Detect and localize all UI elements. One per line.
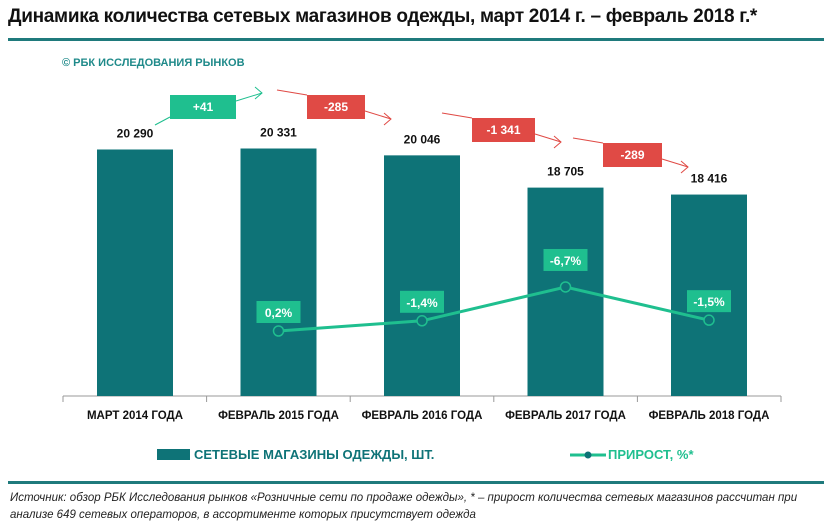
change-label: -289: [620, 148, 644, 162]
change-arrow-line: [661, 158, 689, 168]
change-arrow-head: [254, 86, 263, 100]
x-tick-label: ФЕВРАЛЬ 2018 ГОДА: [649, 410, 770, 422]
change-label: +41: [193, 100, 214, 114]
legend-bar-swatch: [157, 449, 190, 460]
x-tick-label: МАРТ 2014 ГОДА: [87, 410, 183, 422]
bar-value-label: 18 705: [547, 165, 584, 179]
growth-point: [416, 315, 428, 327]
bar: [240, 148, 317, 396]
growth-label: -1,5%: [693, 295, 725, 309]
legend-bars: СЕТЕВЫЕ МАГАЗИНЫ ОДЕЖДЫ, ШТ.: [157, 447, 434, 462]
x-tick-label: ФЕВРАЛЬ 2016 ГОДА: [362, 410, 483, 422]
change-arrow-tail: [276, 89, 308, 96]
growth-point: [272, 325, 285, 337]
bar-value-label: 20 331: [260, 126, 297, 140]
growth-point: [559, 281, 572, 293]
growth-label-box: [256, 301, 301, 323]
change-box: [472, 118, 535, 142]
bar-value-label: 18 416: [691, 172, 728, 186]
change-arrow-line: [534, 133, 562, 143]
bar: [97, 149, 173, 396]
change-arrow-head: [680, 160, 689, 174]
growth-label: -6,7%: [550, 254, 582, 268]
change-box: [307, 95, 365, 119]
legend-line: ПРИРОСТ, %*: [570, 447, 694, 462]
change-arrow-head: [383, 112, 392, 126]
change-arrow-head: [553, 135, 562, 149]
change-arrow-tail: [572, 137, 604, 144]
chart-area: 20 290 МАРТ 2014 ГОДА 20 331 ФЕВРАЛЬ 2015 Г…: [62, 86, 782, 422]
copyright-label: © РБК ИССЛЕДОВАНИЯ РЫНКОВ: [62, 57, 245, 69]
change-arrow-tail: [154, 116, 171, 126]
growth-label-box: [543, 248, 588, 271]
growth-label: 0,2%: [265, 306, 293, 320]
bar-value-label: 20 290: [117, 126, 154, 140]
source-divider: [8, 481, 824, 484]
x-tick-label: ФЕВРАЛЬ 2017 ГОДА: [505, 410, 626, 422]
growth-line: [278, 285, 710, 333]
legend-bar-label: СЕТЕВЫЕ МАГАЗИНЫ ОДЕЖДЫ, ШТ.: [194, 447, 435, 462]
change-arrow-line: [364, 110, 392, 120]
growth-point: [703, 314, 715, 326]
change-label: -1 341: [486, 123, 520, 137]
change-arrow-tail: [441, 112, 473, 119]
change-box: [170, 95, 236, 119]
growth-label-box: [400, 290, 444, 313]
bar: [384, 155, 460, 396]
change-arrow-line: [235, 92, 263, 102]
x-tick-label: ФЕВРАЛЬ 2015 ГОДА: [218, 410, 339, 422]
growth-label: -1,4%: [406, 296, 438, 310]
title-divider: [8, 38, 824, 41]
legend-line-label: ПРИРОСТ, %*: [608, 447, 694, 462]
change-box: [603, 143, 662, 167]
bar-value-label: 20 046: [404, 132, 441, 146]
chart-title: Динамика количества сетевых магазинов од…: [8, 6, 758, 27]
source-note: Источник: обзор РБК Исследования рынков …: [10, 492, 798, 521]
growth-label-box: [687, 290, 731, 313]
legend-line-swatch: [570, 451, 606, 458]
change-label: -285: [324, 100, 348, 114]
